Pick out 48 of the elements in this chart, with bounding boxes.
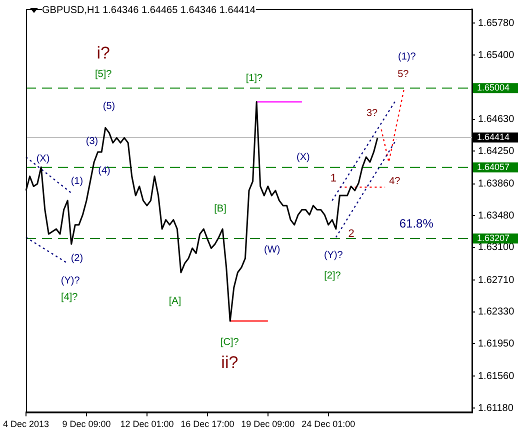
y-tick-label: 1.61560 [478, 370, 515, 382]
annotation: (X) [296, 152, 310, 163]
annotation: [C]? [220, 336, 240, 348]
annotation: 2 [348, 228, 354, 240]
y-tick-label: 1.61180 [478, 402, 514, 414]
ref-line-label: 1.64414 [477, 132, 510, 142]
y-tick-label: 1.65780 [478, 18, 515, 29]
annotation: [1]? [246, 72, 263, 84]
annotation: 3? [366, 108, 378, 119]
x-tick-label: 16 Dec 17:00 [180, 419, 234, 430]
ref-line-label: 1.64057 [477, 162, 510, 172]
y-tick-label: 1.64630 [478, 114, 515, 126]
x-tick-label: 4 Dec 2013 [2, 419, 50, 430]
annotation: 61.8% [399, 216, 434, 231]
y-tick-label: 1.62710 [478, 274, 515, 286]
annotation: (5) [102, 101, 116, 112]
ref-line-label: 1.63207 [477, 232, 510, 243]
y-tick-label: 1.65400 [478, 50, 515, 61]
annotation: ii? [221, 353, 238, 372]
annotation: [4]? [61, 292, 78, 304]
y-tick-label: 1.63860 [478, 178, 515, 190]
annotation: [5]? [94, 69, 112, 80]
annotation: (2) [70, 253, 84, 264]
annotation: (4) [98, 165, 110, 176]
annotation: (W) [264, 244, 280, 256]
x-tick-label: 24 Dec 01:00 [302, 419, 356, 430]
y-tick-label: 1.62330 [478, 306, 515, 318]
y-tick-label: 1.63480 [478, 210, 515, 222]
annotation: 1 [330, 172, 336, 184]
annotation: (3) [86, 136, 98, 148]
y-tick-label: 1.61950 [478, 338, 515, 350]
annotation: [B] [214, 203, 227, 214]
annotation: (1)? [398, 51, 416, 62]
annotation: (X) [36, 154, 50, 165]
ref-line-label: 1.65004 [477, 82, 510, 93]
annotation: (Y)? [60, 275, 80, 286]
annotation: (Y)? [324, 250, 344, 262]
y-tick-label: 1.64250 [478, 146, 515, 157]
annotation: (1) [70, 176, 84, 188]
x-tick-label: 19 Dec 09:00 [241, 419, 295, 430]
annotation: 4? [389, 176, 401, 188]
annotation: 5? [398, 69, 410, 80]
annotation: [2]? [324, 270, 342, 282]
chart-title: GBPUSD,H1 1.64346 1.64465 1.64346 1.64414 [42, 5, 256, 16]
x-tick-label: 12 Dec 01:00 [120, 419, 174, 430]
annotation: [A] [168, 296, 182, 307]
annotation: i? [96, 43, 110, 62]
x-tick-label: 9 Dec 09:00 [62, 419, 111, 430]
